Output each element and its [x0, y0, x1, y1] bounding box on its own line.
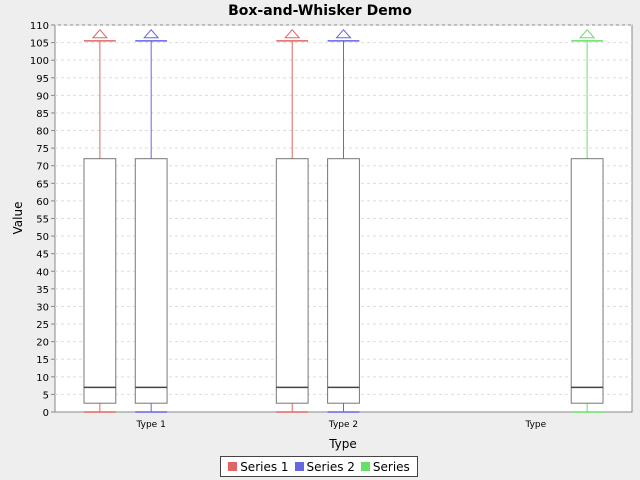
box-plot — [327, 29, 360, 413]
box-body — [327, 158, 360, 404]
y-tick-label: 50 — [36, 232, 49, 243]
box-body — [275, 158, 309, 404]
box-series — [83, 29, 604, 413]
box-body — [134, 158, 168, 404]
y-tick-label: 85 — [36, 109, 49, 120]
legend-item: Series — [360, 459, 410, 474]
far-out-marker — [284, 29, 301, 39]
box-plot — [570, 29, 604, 413]
box-plot — [275, 29, 309, 413]
y-tick-label: 0 — [43, 408, 49, 419]
far-out-marker — [143, 29, 160, 39]
x-axis-label: Type — [328, 437, 357, 451]
box-body — [570, 158, 604, 404]
x-axis-ticks: Type 1 Type 2 Type — [136, 420, 547, 430]
y-tick-label: 90 — [36, 91, 49, 102]
y-tick-label: 10 — [36, 373, 49, 384]
x-tick-label: Type 2 — [328, 420, 358, 430]
legend-swatch — [294, 462, 304, 471]
y-tick-label: 70 — [36, 162, 49, 173]
x-tick-label: Type 1 — [136, 420, 166, 430]
y-tick-label: 75 — [36, 144, 49, 155]
far-out-marker — [579, 29, 596, 39]
legend-swatch — [228, 462, 238, 471]
y-tick-label: 35 — [36, 285, 49, 296]
box-body — [83, 158, 117, 404]
y-tick-label: 5 — [43, 390, 49, 401]
y-tick-label: 20 — [36, 338, 49, 349]
y-tick-label: 105 — [30, 39, 49, 50]
y-tick-label: 100 — [30, 56, 49, 67]
chart-title: Box-and-Whisker Demo — [228, 3, 412, 19]
legend-label: Series — [372, 459, 410, 474]
y-tick-label: 65 — [36, 179, 49, 190]
far-out-marker — [91, 29, 108, 39]
legend-swatch — [360, 462, 370, 471]
legend-item: Series 2 — [294, 459, 355, 474]
y-tick-label: 30 — [36, 302, 49, 313]
y-tick-label: 60 — [36, 197, 49, 208]
legend-label: Series 2 — [306, 459, 355, 474]
y-tick-label: 15 — [36, 355, 49, 366]
y-tick-label: 25 — [36, 320, 49, 331]
legend-label: Series 1 — [240, 459, 289, 474]
y-tick-label: 40 — [36, 267, 49, 278]
legend-item: Series 1 — [228, 459, 289, 474]
chart-legend: Series 1 Series 2 Series — [220, 456, 418, 477]
y-tick-label: 95 — [36, 74, 49, 85]
y-tick-label: 45 — [36, 250, 49, 261]
y-tick-label: 110 — [30, 21, 49, 32]
far-out-marker — [335, 29, 352, 39]
x-tick-label: Type — [524, 420, 546, 430]
y-axis-label: Value — [11, 202, 25, 235]
y-axis-ticks: 0 5 10 15 20 25 30 35 40 45 50 55 60 65 70 75 80 85 90 95 10… — [30, 21, 55, 419]
box-plot — [134, 29, 168, 413]
y-tick-label: 80 — [36, 127, 49, 138]
box-plot — [83, 29, 117, 413]
y-tick-label: 55 — [36, 215, 49, 226]
